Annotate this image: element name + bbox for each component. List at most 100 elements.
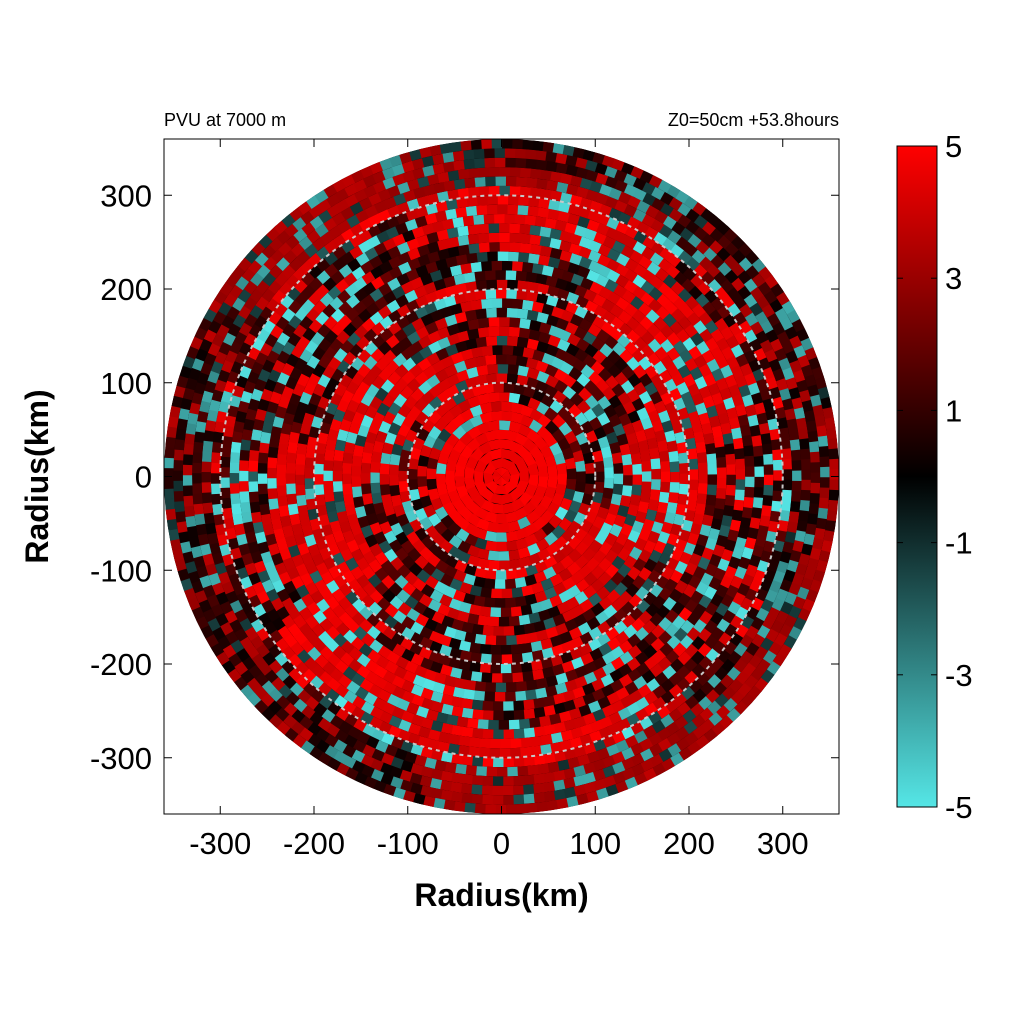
field-cell xyxy=(396,241,411,255)
field-cell xyxy=(471,794,484,805)
field-cell xyxy=(635,696,650,711)
field-cell xyxy=(234,609,248,623)
field-cell xyxy=(389,595,404,610)
field-cell xyxy=(463,689,476,700)
field-cell xyxy=(783,569,796,583)
field-cell xyxy=(519,469,529,483)
field-cell xyxy=(237,305,252,320)
field-cell xyxy=(564,430,578,445)
field-cell xyxy=(475,205,488,216)
field-cell xyxy=(829,479,839,491)
field-cell xyxy=(371,411,385,426)
field-cell xyxy=(490,738,502,749)
field-cell xyxy=(393,433,407,447)
field-cell xyxy=(726,474,736,486)
field-cell xyxy=(478,186,490,197)
field-cell xyxy=(497,767,508,777)
field-cell xyxy=(702,514,714,527)
field-cell xyxy=(572,146,585,159)
field-cell xyxy=(183,454,193,466)
field-cell xyxy=(510,747,522,758)
field-cell xyxy=(208,572,221,587)
field-cell xyxy=(390,776,404,789)
field-cell xyxy=(296,584,310,599)
field-cell xyxy=(546,799,559,811)
field-cell xyxy=(720,364,734,379)
field-cell xyxy=(604,278,619,293)
field-cell xyxy=(294,533,307,546)
field-cell xyxy=(527,462,539,476)
field-cell xyxy=(756,377,769,391)
field-cell xyxy=(292,411,305,425)
field-cell xyxy=(771,321,786,336)
field-cell xyxy=(322,217,337,232)
field-cell xyxy=(485,373,497,384)
field-cell xyxy=(552,613,567,627)
field-cell xyxy=(642,235,656,250)
field-cell xyxy=(374,676,388,690)
field-cell xyxy=(552,143,565,155)
field-cell xyxy=(798,509,809,522)
field-cell xyxy=(393,504,406,518)
field-cell xyxy=(628,593,643,608)
field-cell xyxy=(304,457,315,469)
field-cell xyxy=(643,539,657,554)
field-cell xyxy=(686,626,701,642)
field-cell xyxy=(343,441,356,455)
field-cell xyxy=(164,457,174,469)
field-cell xyxy=(592,349,607,364)
field-cell xyxy=(483,461,496,475)
field-cell xyxy=(657,258,672,272)
x-axis: -300 -200 -100 0 100 200 300 xyxy=(189,139,809,861)
field-cell xyxy=(381,393,396,408)
field-cell xyxy=(499,185,510,196)
field-cell xyxy=(299,514,311,528)
field-cell xyxy=(539,226,552,238)
field-cell xyxy=(391,631,406,646)
field-cell xyxy=(587,209,601,222)
field-cell xyxy=(276,538,289,551)
field-cell xyxy=(751,434,763,447)
field-cell xyxy=(380,772,394,786)
field-cell xyxy=(648,710,663,725)
field-cell xyxy=(508,392,521,404)
field-cell xyxy=(411,684,425,697)
field-cell xyxy=(499,242,511,252)
field-cell xyxy=(342,530,356,544)
field-cell xyxy=(589,180,603,193)
field-cell xyxy=(516,280,529,291)
field-cell xyxy=(458,735,471,747)
field-cell xyxy=(464,533,479,547)
field-cell xyxy=(488,616,500,627)
field-cell xyxy=(536,340,550,353)
field-cell xyxy=(738,556,751,570)
field-cell xyxy=(376,219,391,233)
field-cell xyxy=(653,560,667,575)
field-cell xyxy=(486,195,498,205)
field-cell xyxy=(716,467,727,478)
field-cell xyxy=(484,530,497,542)
field-cell xyxy=(527,205,539,217)
field-cell xyxy=(693,565,707,580)
field-cell xyxy=(679,551,693,565)
field-cell xyxy=(587,524,601,539)
field-cell xyxy=(489,748,501,758)
field-cell xyxy=(760,432,772,445)
field-cell xyxy=(333,383,348,397)
field-cell xyxy=(484,429,498,442)
field-cell xyxy=(629,494,641,507)
field-cell xyxy=(174,439,185,451)
field-cell xyxy=(583,771,597,784)
field-cell xyxy=(424,757,438,770)
field-cell xyxy=(576,793,590,806)
field-cell xyxy=(508,420,522,433)
field-cell xyxy=(806,588,819,602)
field-cell xyxy=(220,621,234,636)
field-cell xyxy=(789,335,803,349)
field-cell xyxy=(678,348,693,363)
field-cell xyxy=(611,555,626,570)
field-cell xyxy=(274,562,288,576)
field-cell xyxy=(416,234,430,247)
field-cell xyxy=(559,710,572,723)
field-cell xyxy=(433,278,447,291)
